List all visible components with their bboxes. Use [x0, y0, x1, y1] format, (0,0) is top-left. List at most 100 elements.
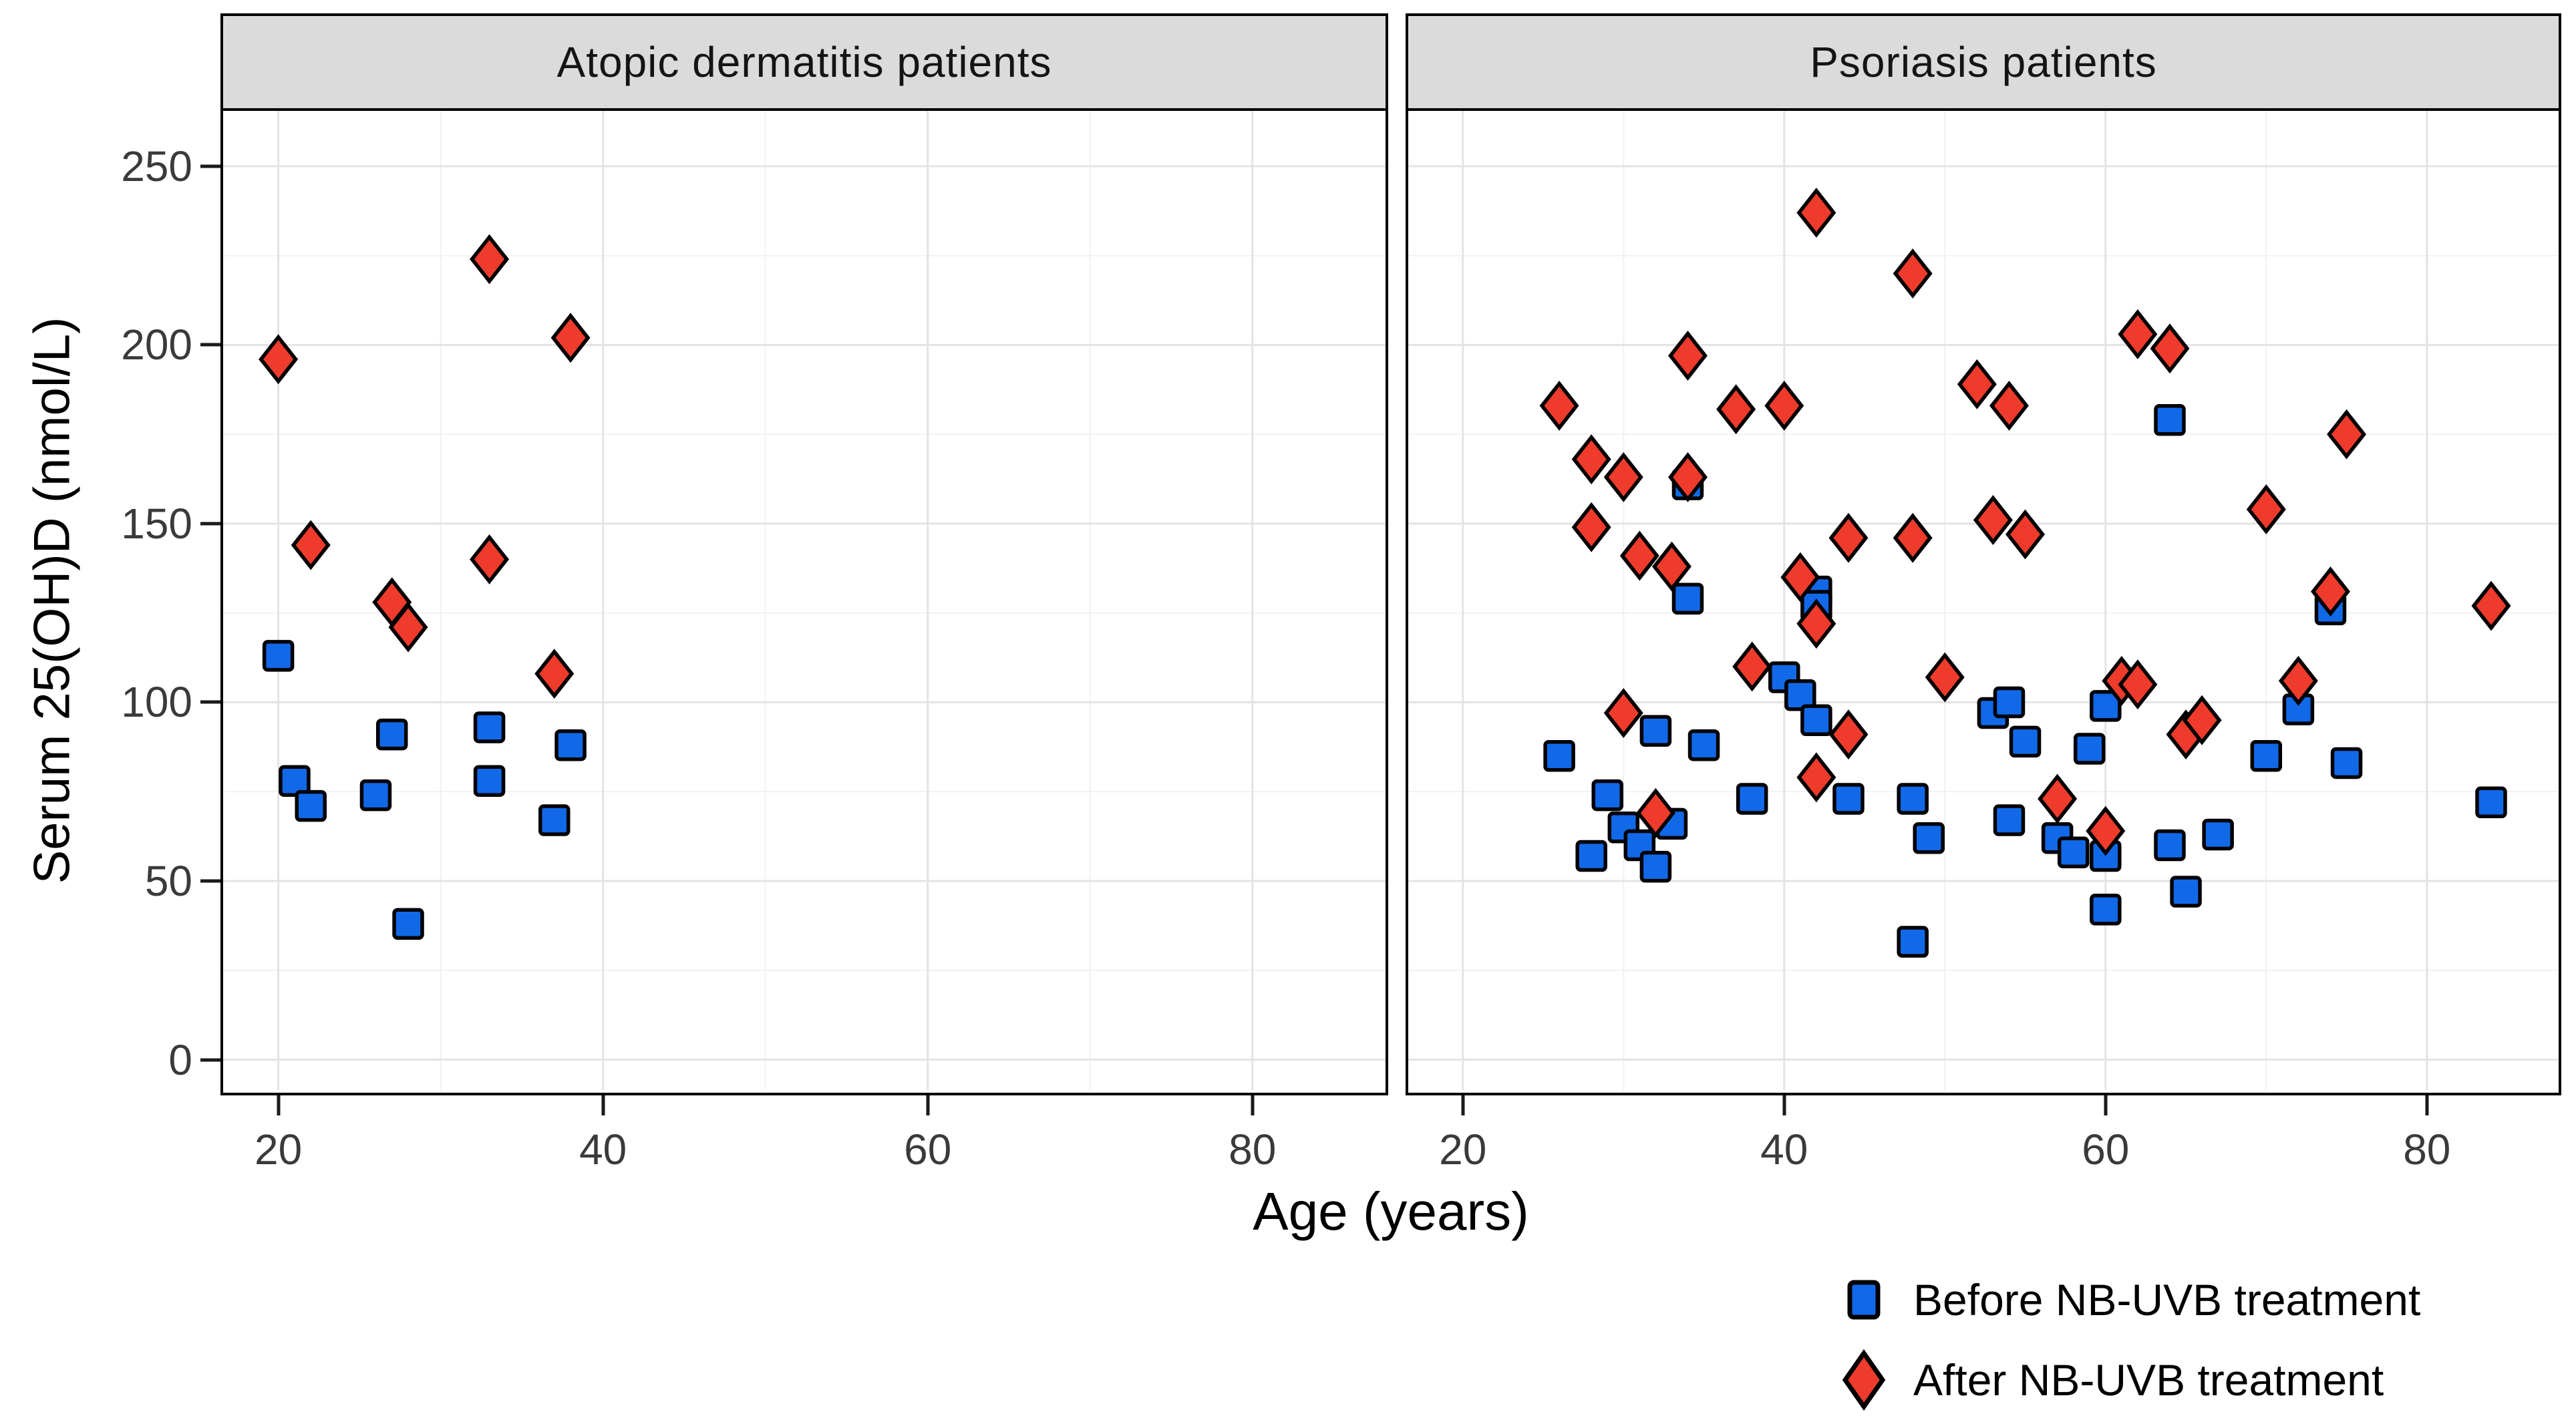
y-tick-label: 50 — [144, 857, 192, 905]
panel-plot-atopic — [220, 111, 1388, 1095]
data-point-diamond — [2118, 309, 2158, 359]
legend-label-after: After NB-UVB treatment — [1913, 1355, 2384, 1405]
y-tick-label: 250 — [121, 142, 192, 190]
y-axis-tick — [200, 164, 220, 168]
data-point-diamond — [1603, 688, 1643, 738]
x-tick-label: 40 — [579, 1125, 627, 1174]
data-point-diamond — [1619, 530, 1659, 581]
data-point-diamond — [1957, 359, 1997, 409]
x-tick-label: 80 — [1229, 1125, 1277, 1174]
data-point-diamond — [1603, 452, 1643, 502]
data-point-diamond — [1796, 598, 1836, 649]
data-point-square — [2090, 690, 2122, 722]
data-point-diamond — [2038, 773, 2078, 824]
data-point-diamond — [259, 334, 299, 385]
legend-diamond-icon — [1842, 1349, 1886, 1411]
data-point-diamond — [1764, 380, 1804, 431]
data-point-square — [1687, 729, 1720, 761]
data-point-square — [1993, 686, 2026, 719]
data-point-diamond — [1539, 380, 1579, 431]
data-point-diamond — [1667, 331, 1708, 381]
data-point-square — [473, 711, 506, 743]
data-point-diamond — [2150, 323, 2190, 374]
data-point-diamond — [1973, 495, 2013, 546]
y-tick-label: 0 — [168, 1035, 192, 1084]
data-point-square — [262, 640, 295, 672]
x-axis-tick — [1251, 1095, 1255, 1115]
x-axis-tick — [1782, 1095, 1786, 1115]
x-axis-tick — [1461, 1095, 1465, 1115]
data-point-square — [1784, 679, 1816, 711]
data-point-diamond — [2005, 509, 2046, 560]
legend-swatch-after — [1842, 1349, 1886, 1411]
data-point-diamond — [1732, 641, 1772, 692]
data-point-diamond — [2278, 655, 2318, 706]
x-axis-tick — [926, 1095, 930, 1115]
panel-title-psoriasis: Psoriasis patients — [1810, 38, 2157, 86]
data-point-diamond — [1828, 709, 1869, 760]
y-tick-label: 200 — [121, 321, 192, 369]
psoriasis-scatter-plot — [1408, 111, 2559, 1090]
x-tick-label: 60 — [904, 1125, 952, 1174]
data-point-diamond — [291, 520, 331, 570]
panel-title-atopic: Atopic dermatitis patients — [556, 38, 1052, 86]
data-point-diamond — [1780, 552, 1820, 602]
data-point-diamond — [1828, 512, 1869, 563]
data-point-diamond — [550, 313, 591, 363]
data-point-square — [392, 908, 424, 940]
data-point-square — [1993, 804, 2026, 836]
x-axis-tick — [277, 1095, 281, 1115]
data-point-diamond — [470, 534, 510, 584]
y-axis-tick — [200, 522, 220, 526]
data-point-square — [2202, 818, 2234, 851]
x-axis-tick — [2104, 1095, 2108, 1115]
data-point-diamond — [1893, 512, 1933, 563]
data-point-square — [359, 779, 392, 812]
data-point-diamond — [2310, 566, 2350, 617]
data-point-square — [295, 789, 327, 822]
data-point-diamond — [2246, 484, 2286, 535]
legend-square-icon — [1847, 1280, 1881, 1320]
data-point-square — [2009, 725, 2042, 758]
panel-header-atopic: Atopic dermatitis patients — [220, 13, 1388, 111]
data-point-square — [1800, 704, 1832, 736]
data-point-square — [473, 765, 506, 797]
x-tick-label: 20 — [1439, 1125, 1487, 1174]
y-axis-tick — [200, 700, 220, 704]
y-axis-title: Serum 25(OH)D (nmol/L) — [23, 317, 81, 884]
data-point-diamond — [2471, 580, 2511, 631]
data-point-diamond — [388, 602, 428, 653]
data-point-square — [538, 804, 571, 836]
data-point-diamond — [1667, 452, 1708, 502]
data-point-square — [375, 718, 408, 751]
legend-label-before: Before NB-UVB treatment — [1913, 1275, 2421, 1324]
data-point-square — [1671, 582, 1704, 615]
data-point-square — [1639, 715, 1672, 747]
data-point-diamond — [1571, 502, 1611, 552]
x-tick-label: 40 — [1760, 1125, 1808, 1174]
data-point-diamond — [2327, 409, 2367, 460]
data-point-diamond — [1716, 384, 1756, 435]
x-axis-tick — [601, 1095, 605, 1115]
data-point-diamond — [2182, 695, 2222, 745]
data-point-diamond — [1635, 787, 1675, 838]
data-point-diamond — [1925, 652, 1965, 703]
data-point-square — [2090, 894, 2122, 926]
data-point-square — [2330, 747, 2363, 779]
data-point-square — [2073, 733, 2106, 765]
data-point-diamond — [1651, 541, 1692, 592]
x-tick-label: 60 — [2082, 1125, 2130, 1174]
x-tick-label: 80 — [2403, 1125, 2451, 1174]
data-point-square — [2057, 836, 2090, 868]
x-tick-label: 20 — [255, 1125, 303, 1174]
data-point-square — [1832, 783, 1865, 815]
panel-header-psoriasis: Psoriasis patients — [1406, 13, 2561, 111]
y-tick-label: 100 — [121, 678, 192, 727]
data-point-diamond — [534, 649, 575, 699]
y-axis-tick — [200, 1058, 220, 1062]
data-point-diamond — [1989, 380, 2029, 431]
data-point-square — [1897, 926, 1929, 958]
y-tick-label: 150 — [121, 499, 192, 548]
data-point-square — [1736, 783, 1768, 815]
